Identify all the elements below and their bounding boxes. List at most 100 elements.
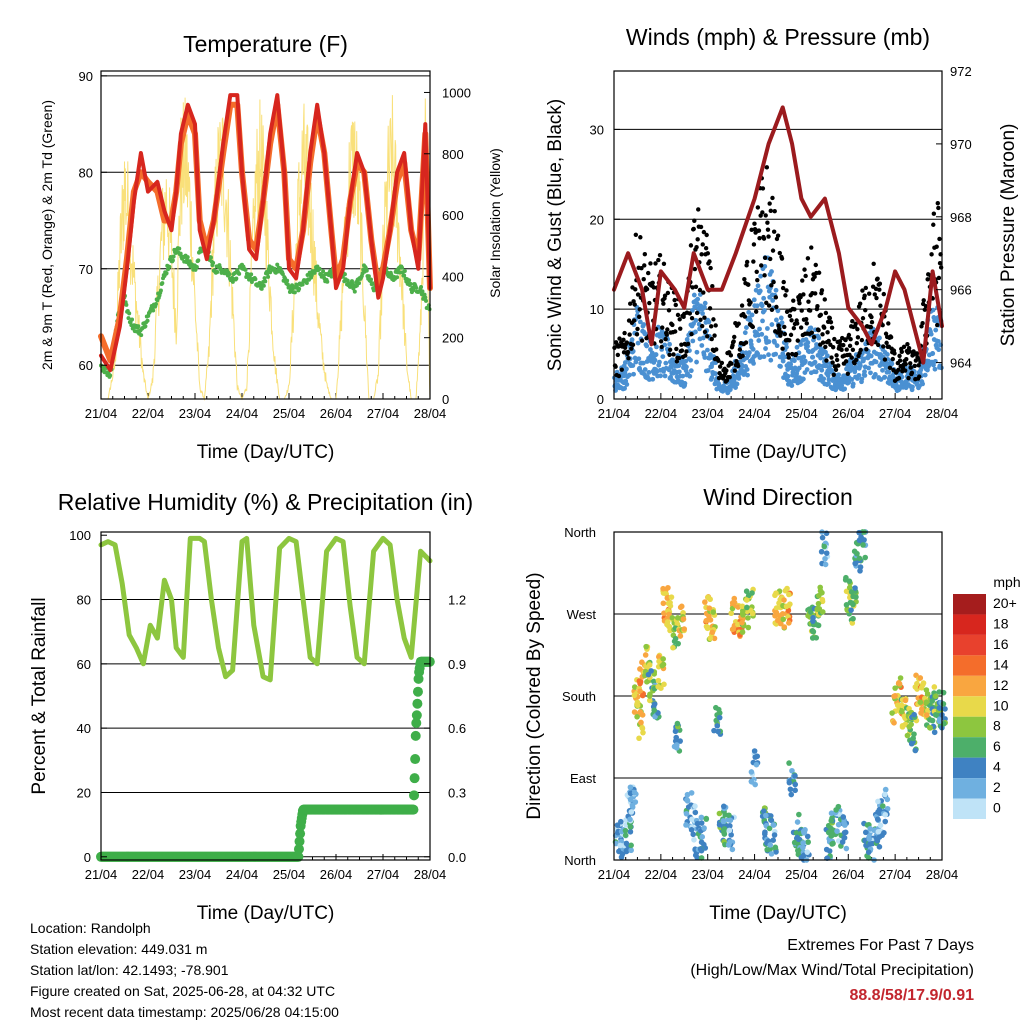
series-gust-point (762, 255, 768, 261)
series-direction-point (862, 554, 869, 561)
series-direction-point (840, 814, 847, 820)
series-direction-point (899, 722, 906, 729)
series-direction-point (694, 820, 701, 827)
series-gust-point (832, 336, 837, 342)
y2-tick-label: 400 (442, 269, 464, 284)
series-sonic-wind-point (857, 363, 863, 369)
x-tick-label: 21/04 (85, 406, 118, 421)
series-sonic-wind-point (688, 357, 693, 363)
series-direction-point (801, 830, 807, 836)
series-direction-point (697, 846, 704, 852)
series-sonic-wind-point (856, 372, 862, 378)
series-gust-point (789, 318, 794, 323)
series-gust-point (800, 278, 805, 283)
series-direction-point (902, 697, 909, 704)
series-direction-point (763, 812, 769, 819)
series-gust-point (633, 232, 639, 237)
series-sonic-wind-point (700, 311, 705, 316)
series-gust-point (888, 334, 894, 340)
series-gust-point (705, 251, 711, 256)
series-gust-point (752, 221, 757, 226)
series-direction-point (823, 550, 830, 556)
series-direction-point (680, 616, 687, 622)
series-direction-point (904, 732, 911, 739)
series-direction-point (639, 712, 646, 718)
series-gust-point (820, 332, 825, 337)
series-gust-point (868, 324, 874, 330)
series-gust-point (661, 261, 667, 266)
series-direction-point (865, 849, 872, 855)
series-sonic-wind-point (644, 343, 650, 349)
series-sonic-wind-point (746, 309, 752, 315)
series-direction-point (768, 817, 775, 824)
series-2m-td-point (185, 255, 190, 260)
series-gust-point (679, 342, 684, 347)
series-sonic-wind-point (823, 349, 828, 355)
series-gust-point (696, 207, 701, 212)
series-sonic-wind-point (930, 351, 936, 356)
series-gust-point (624, 340, 630, 345)
series-gust-point (801, 292, 806, 297)
x-tick-label: 21/04 (85, 867, 118, 882)
x-tick-label: 27/04 (879, 406, 912, 421)
series-gust-point (708, 265, 713, 271)
series-2m-td-point (136, 324, 141, 329)
series-direction-point (627, 828, 634, 835)
series-2m-td-point (259, 286, 264, 291)
series-gust-point (901, 344, 907, 349)
series-direction-point (706, 605, 713, 611)
series-sonic-wind-point (756, 338, 762, 343)
series-gust-point (907, 349, 912, 354)
series-gust-point (850, 319, 855, 324)
series-2m-td-point (366, 274, 371, 279)
series-direction-point (917, 675, 924, 681)
series-direction-point (822, 561, 829, 568)
series-gust-point (873, 286, 879, 292)
series-direction-point (749, 590, 755, 596)
series-direction-point (908, 721, 914, 728)
series-gust-point (750, 324, 755, 330)
series-direction-point (627, 796, 634, 803)
series-direction-point (701, 825, 707, 831)
y-axis-label: Direction (Colored By Speed) (524, 572, 545, 819)
series-sonic-wind-point (662, 373, 668, 379)
series-gust-point (931, 222, 936, 227)
series-sonic-wind-point (734, 381, 740, 387)
series-direction-point (781, 597, 787, 603)
series-direction-point (651, 707, 658, 714)
series-sonic-wind-point (768, 357, 774, 363)
series-direction-point (699, 834, 706, 840)
series-gust-point (764, 300, 769, 306)
series-sonic-wind-point (627, 372, 632, 378)
series-direction-point (820, 609, 826, 615)
series-sonic-wind-point (859, 376, 865, 382)
series-direction-point (677, 604, 684, 611)
series-sonic-wind-point (792, 358, 797, 364)
series-sonic-wind-point (757, 288, 763, 294)
series-sonic-wind-point (766, 339, 772, 345)
series-direction-point (731, 595, 738, 602)
series-gust-point (701, 229, 707, 235)
series-gust-point (770, 195, 775, 201)
series-direction-point (660, 585, 666, 592)
series-2m-td-point (227, 272, 232, 277)
series-gust-point (717, 364, 723, 369)
series-precipitation-point (410, 754, 421, 765)
series-direction-point (674, 720, 681, 727)
series-direction-point (648, 668, 654, 674)
series-sonic-wind-point (699, 343, 705, 348)
series-gust-point (739, 303, 745, 308)
series-direction-point (752, 754, 759, 760)
series-direction-point (726, 827, 733, 834)
series-direction-point (703, 815, 710, 822)
series-direction-point (623, 847, 630, 854)
series-direction-point (830, 840, 836, 847)
series-direction-point (877, 822, 884, 829)
series-gust-point (719, 360, 725, 366)
series-sonic-wind-point (930, 307, 936, 313)
series-direction-point (683, 810, 690, 817)
series-gust-point (699, 252, 704, 257)
series-gust-point (760, 186, 766, 191)
series-gust-point (736, 321, 741, 326)
series-direction-point (670, 644, 676, 651)
